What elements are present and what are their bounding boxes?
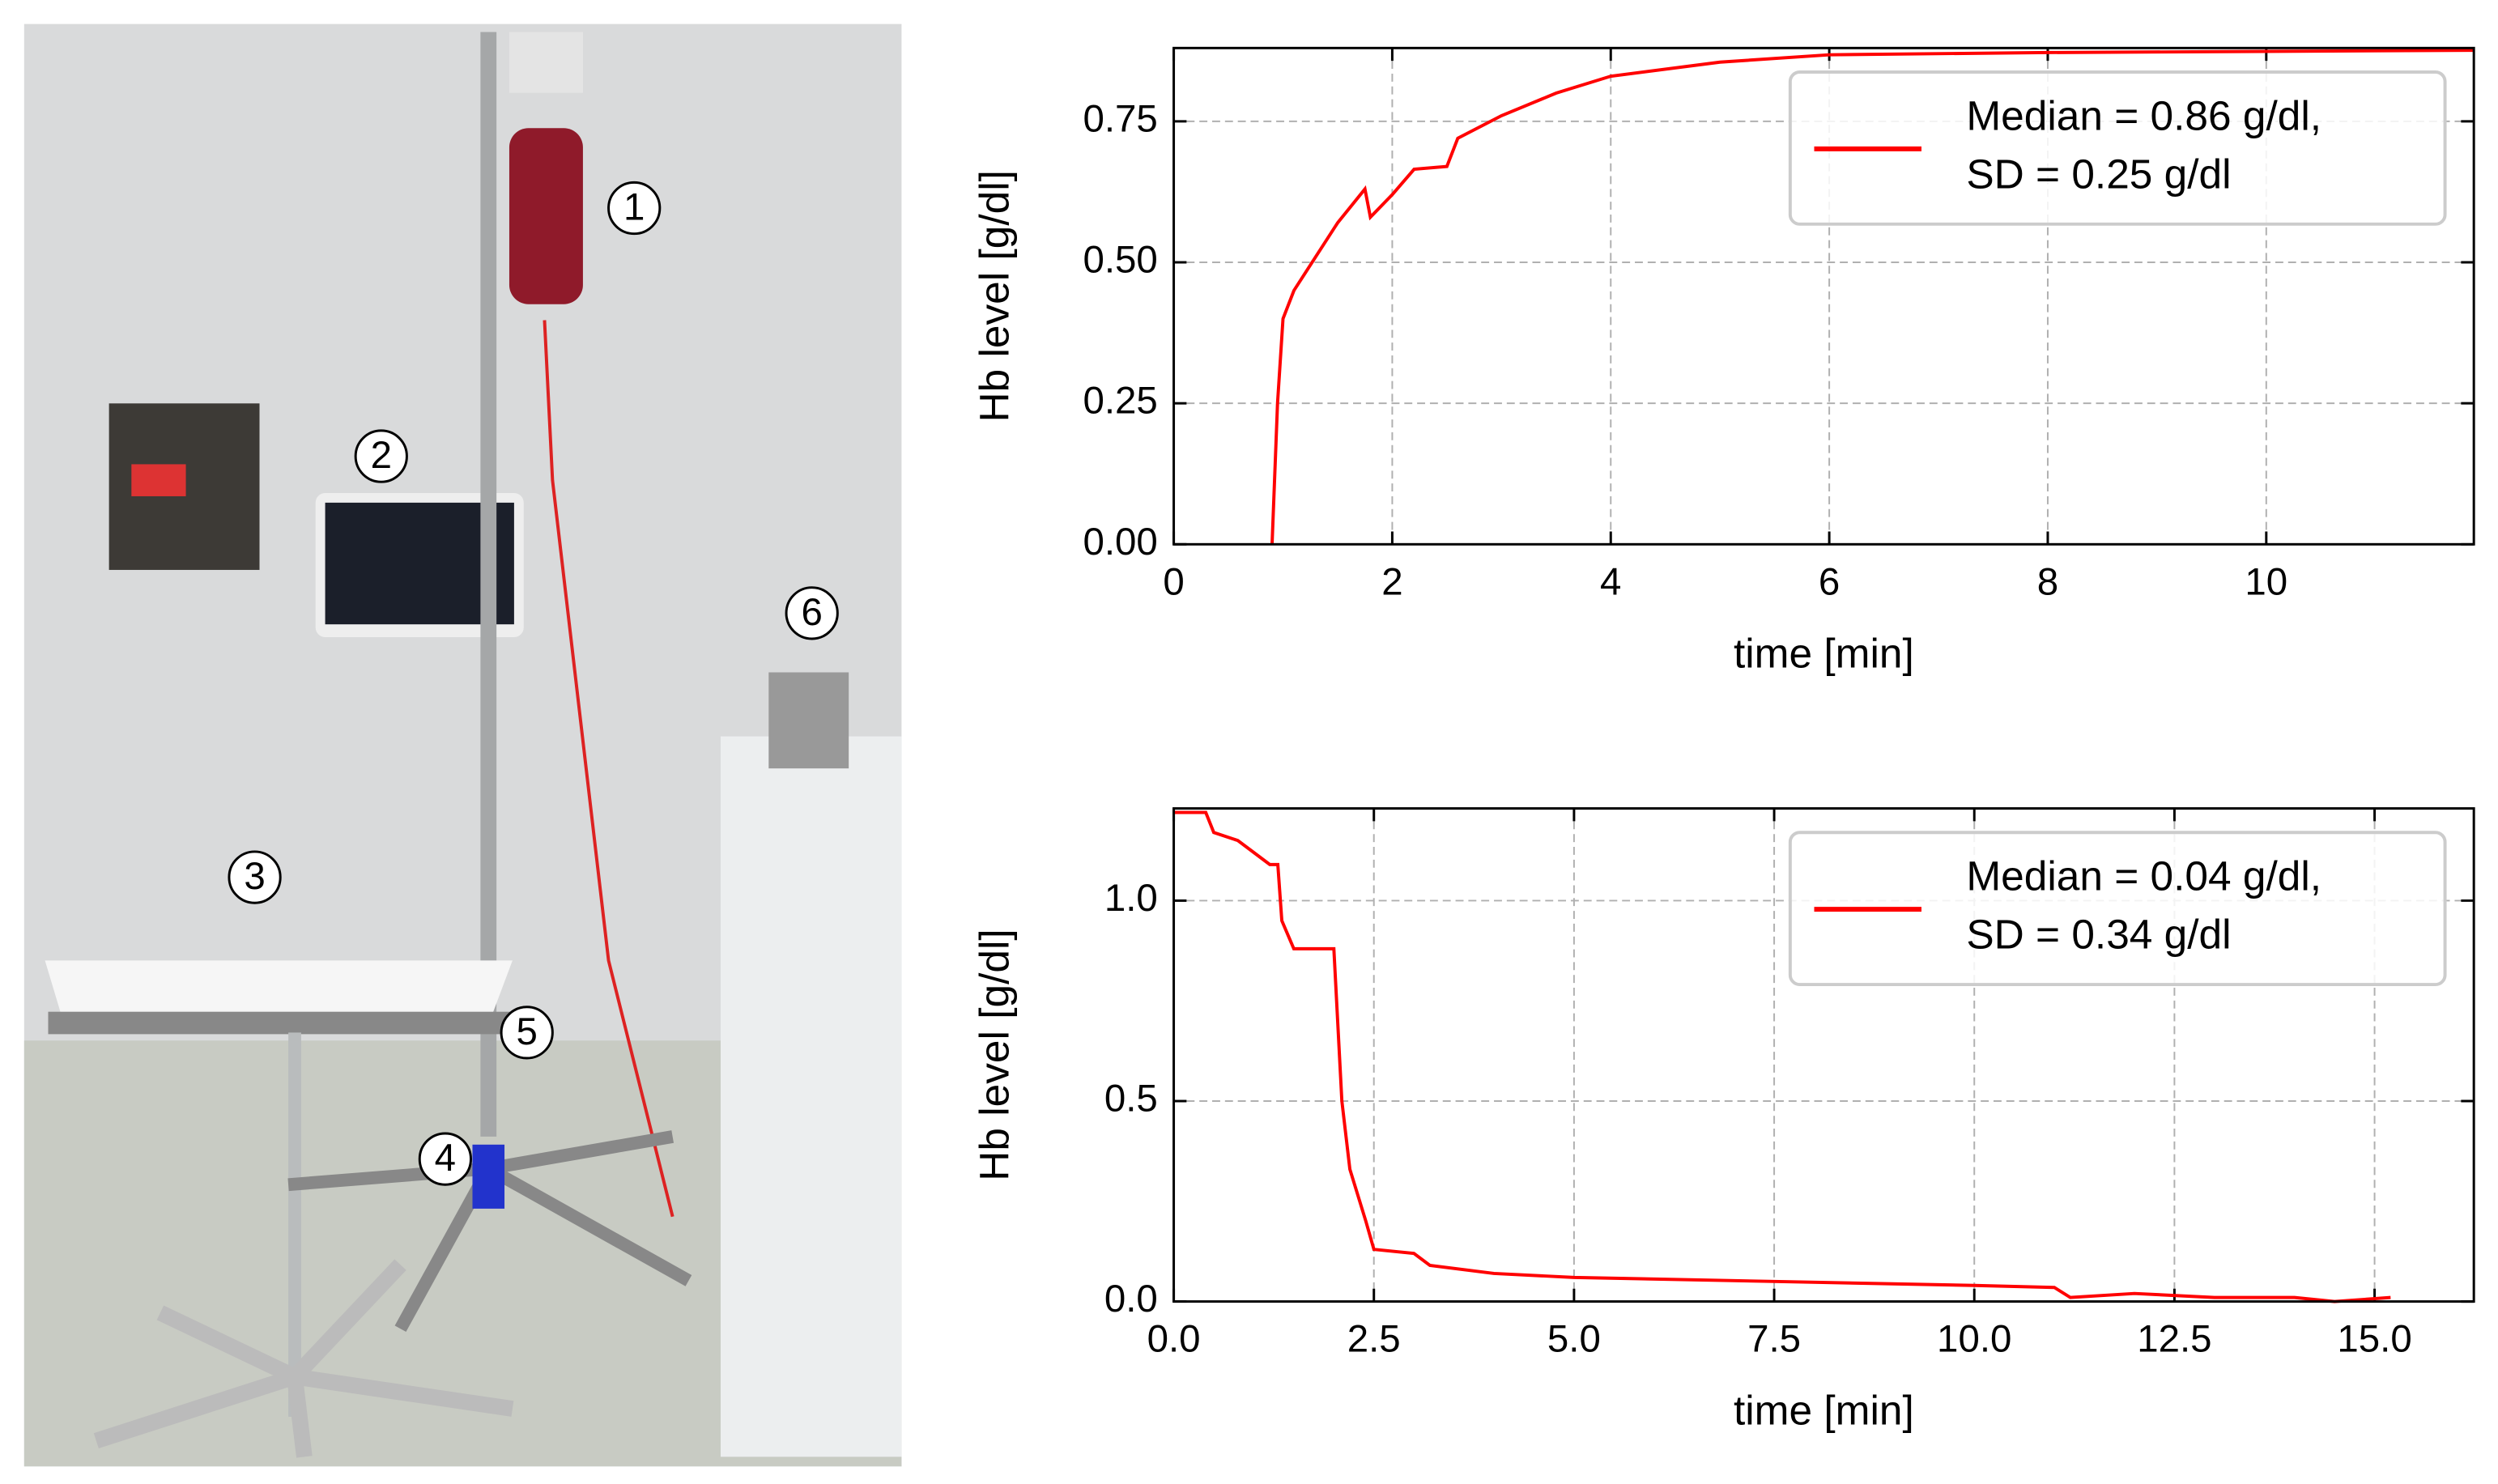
- label-circle: [785, 586, 839, 640]
- x-tick-label: 2: [1381, 560, 1402, 603]
- chart: 0.0 2.5 5.0 7.5 10.0 12.5 15.0 0.0 0.5 1.0 Median …: [971, 807, 2475, 1434]
- y-axis-label: Hb level [g/dl]: [971, 170, 1018, 422]
- y-tick-label: 0.50: [1083, 239, 1157, 282]
- photo-label: 1: [623, 186, 645, 229]
- photo-label: 5: [517, 1010, 538, 1053]
- label-circle: [354, 429, 408, 483]
- label-circle: [607, 181, 662, 236]
- label-circle: [228, 850, 282, 904]
- photo-label: 2: [371, 434, 392, 477]
- photo-label: 4: [435, 1137, 456, 1180]
- plot-frame: [1172, 807, 2475, 1303]
- y-tick-label: 0.75: [1083, 97, 1157, 140]
- legend-label: Median = 0.86 g/dl, SD = 0.25 g/dl: [1966, 91, 2321, 197]
- x-tick-label: 8: [2037, 560, 2058, 603]
- x-tick-label: 10.0: [1937, 1318, 2011, 1361]
- x-tick-label: 5.0: [1547, 1318, 1601, 1361]
- photo-label: 6: [801, 591, 822, 634]
- data-line: [1173, 810, 2391, 1303]
- legend-label: Median = 0.04 g/dl, SD = 0.34 g/dl: [1966, 852, 2321, 957]
- y-tick-label: 0.00: [1083, 521, 1157, 563]
- x-tick-label: 4: [1600, 560, 1621, 603]
- label-circle: [500, 1006, 554, 1060]
- legend-box: [1788, 70, 2447, 226]
- x-tick-label: 10: [2245, 560, 2287, 603]
- x-tick-label: 15.0: [2337, 1318, 2411, 1361]
- x-tick-label: 6: [1819, 560, 1840, 603]
- photo-label: 3: [244, 855, 265, 898]
- x-tick-label: 0: [1163, 560, 1184, 603]
- y-tick-label: 0.0: [1104, 1278, 1158, 1320]
- plot-frame: [1172, 46, 2475, 546]
- chart: 0 2 4 6 8 10 0.00 0.25 0.50 0.75 Median = 0.86 g/d…: [971, 46, 2475, 676]
- label-circle: [418, 1132, 472, 1186]
- y-tick-label: 0.5: [1104, 1078, 1158, 1120]
- x-tick-label: 0.0: [1147, 1318, 1201, 1361]
- legend-box: [1788, 831, 2447, 987]
- x-tick-label: 2.5: [1347, 1318, 1401, 1361]
- x-axis-label: time [min]: [1734, 629, 1914, 676]
- y-axis-label: Hb level [g/dl]: [971, 929, 1018, 1180]
- x-tick-label: 7.5: [1747, 1318, 1801, 1361]
- photo: [23, 23, 902, 1467]
- data-line: [1270, 49, 2475, 545]
- photo-labels: 1 2 3 4 5 6: [228, 181, 839, 1186]
- x-axis-label: time [min]: [1734, 1387, 1914, 1434]
- x-tick-label: 12.5: [2137, 1318, 2211, 1361]
- y-tick-label: 0.25: [1083, 380, 1157, 423]
- y-tick-label: 1.0: [1104, 877, 1158, 920]
- charts: 0 2 4 6 8 10 0.00 0.25 0.50 0.75 Median = 0.86 g/d…: [971, 46, 2475, 1434]
